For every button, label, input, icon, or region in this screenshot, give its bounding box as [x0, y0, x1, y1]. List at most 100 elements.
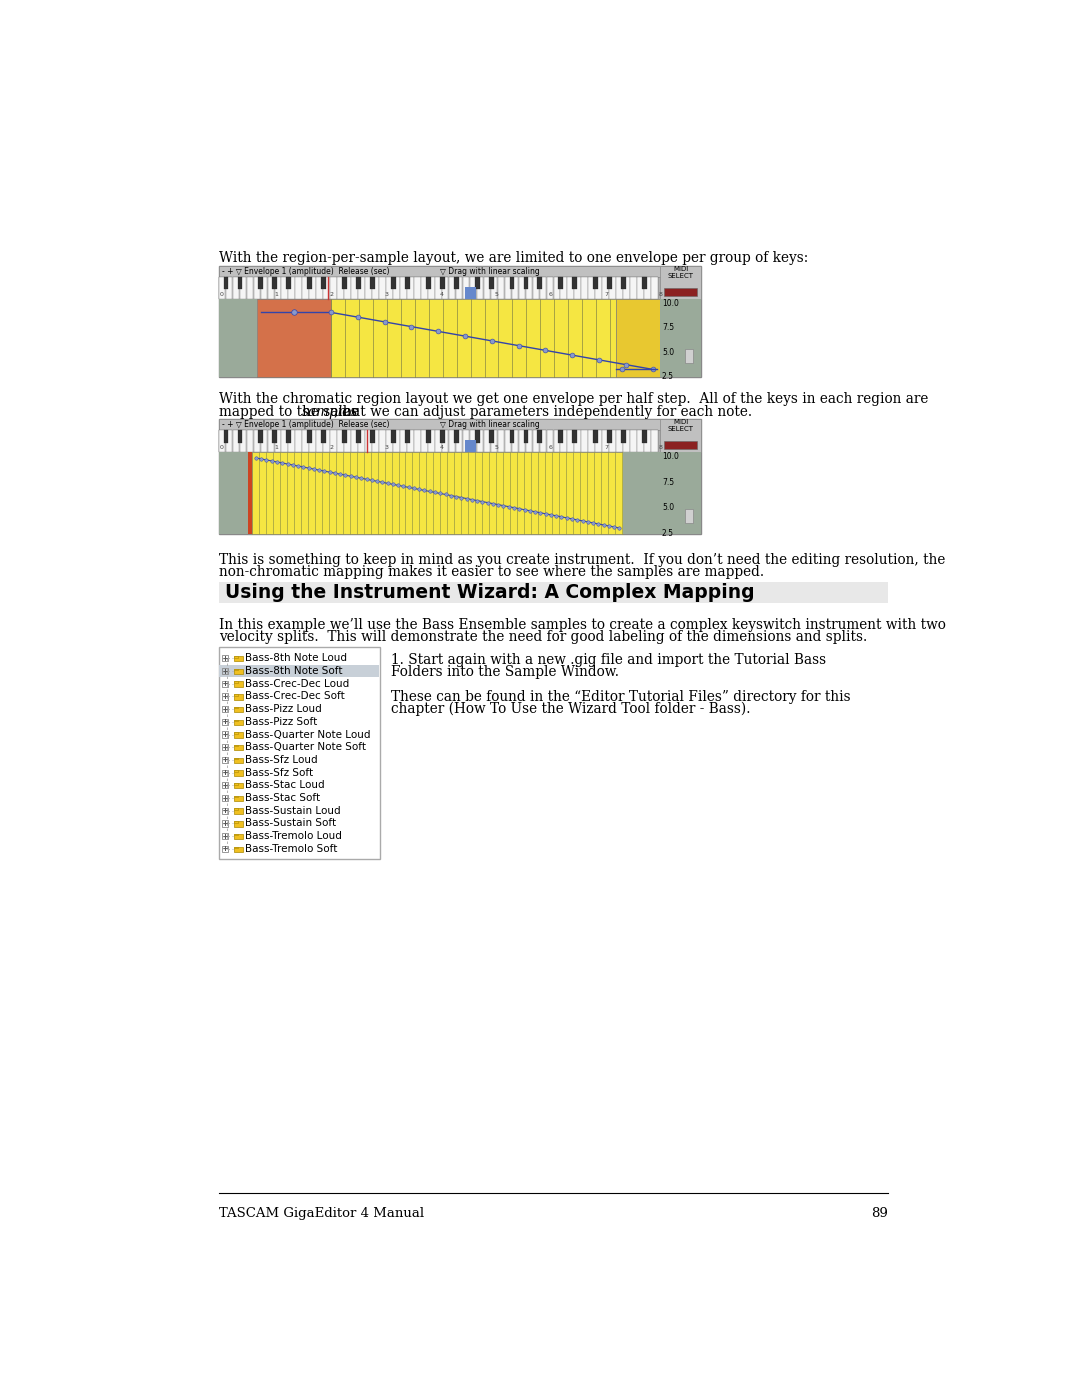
Bar	[387, 430, 393, 451]
Bar	[421, 430, 428, 451]
Text: 7: 7	[604, 446, 608, 450]
Bar	[248, 451, 252, 534]
Bar	[484, 277, 490, 299]
Text: Bass-Pizz Loud: Bass-Pizz Loud	[245, 704, 322, 714]
Bar	[572, 277, 577, 289]
Bar	[330, 277, 337, 299]
Bar	[234, 745, 238, 746]
Bar	[400, 277, 407, 299]
Bar	[221, 770, 228, 775]
Bar	[232, 430, 240, 451]
Text: Bass-Quarter Note Soft: Bass-Quarter Note Soft	[245, 742, 366, 752]
Bar	[644, 277, 651, 299]
Bar	[490, 277, 497, 299]
Bar	[685, 349, 693, 363]
Bar	[234, 770, 243, 775]
Bar	[504, 430, 511, 451]
Bar	[224, 430, 229, 443]
Text: With the chromatic region layout we get one envelope per half step.  All of the : With the chromatic region layout we get …	[218, 393, 928, 407]
Bar	[643, 430, 647, 443]
Bar	[476, 430, 484, 451]
Bar	[426, 277, 431, 289]
Bar	[370, 277, 375, 289]
Bar	[470, 430, 476, 451]
Bar	[526, 430, 532, 451]
Bar	[342, 430, 347, 443]
Bar	[616, 299, 661, 377]
Text: 7.5: 7.5	[662, 323, 674, 332]
Bar	[593, 277, 598, 289]
Bar	[321, 430, 326, 443]
Text: Bass-Sfz Soft: Bass-Sfz Soft	[245, 768, 313, 778]
Bar	[643, 277, 647, 289]
Bar	[623, 451, 661, 534]
Text: +: +	[222, 666, 228, 676]
Text: , but we can adjust parameters independently for each note.: , but we can adjust parameters independe…	[334, 405, 753, 419]
Bar	[254, 277, 260, 299]
Bar	[414, 277, 420, 299]
Bar	[589, 430, 595, 451]
Text: +: +	[222, 768, 228, 777]
Bar	[379, 277, 386, 299]
Bar	[316, 277, 323, 299]
Bar	[240, 277, 246, 299]
Text: Bass-8th Note Loud: Bass-8th Note Loud	[245, 654, 347, 664]
Bar	[234, 719, 238, 721]
Bar	[512, 430, 518, 451]
Text: 5.0: 5.0	[662, 348, 674, 356]
Text: Bass-Crec-Dec Soft: Bass-Crec-Dec Soft	[245, 692, 345, 701]
Bar	[238, 277, 242, 289]
Bar	[661, 299, 701, 377]
Bar	[246, 277, 253, 299]
Bar	[567, 430, 575, 451]
Text: ▽ Drag with linear scaling: ▽ Drag with linear scaling	[441, 267, 540, 277]
Bar	[332, 299, 616, 377]
Bar	[567, 277, 575, 299]
Text: 4: 4	[440, 292, 443, 298]
Bar	[393, 277, 400, 299]
Bar	[234, 694, 243, 700]
Bar	[323, 430, 329, 451]
Bar	[234, 834, 243, 840]
Bar	[234, 847, 243, 852]
Text: 3: 3	[384, 292, 388, 298]
Bar	[572, 430, 577, 443]
Text: In this example we’ll use the Bass Ensemble samples to create a complex keyswitc: In this example we’ll use the Bass Ensem…	[218, 617, 946, 631]
Text: 1: 1	[274, 446, 279, 450]
Bar	[359, 277, 365, 299]
Bar	[456, 277, 462, 299]
Bar	[221, 807, 228, 814]
Bar	[308, 277, 312, 289]
Bar	[607, 430, 612, 443]
Text: 2: 2	[329, 292, 334, 298]
Bar	[356, 430, 361, 443]
Bar	[400, 430, 407, 451]
Bar	[254, 430, 260, 451]
Bar	[234, 834, 238, 835]
Bar	[442, 277, 448, 299]
Bar	[218, 267, 701, 277]
Bar	[296, 277, 302, 299]
Bar	[498, 430, 504, 451]
Bar	[234, 784, 238, 785]
Bar	[234, 707, 238, 708]
Text: Folders into the Sample Window.: Folders into the Sample Window.	[391, 665, 619, 679]
Bar	[623, 430, 630, 451]
Bar	[546, 277, 553, 299]
Bar	[607, 277, 612, 289]
Text: This is something to keep in mind as you create instrument.  If you don’t need t: This is something to keep in mind as you…	[218, 553, 945, 567]
Bar	[234, 745, 243, 750]
Bar	[234, 847, 238, 848]
Text: - + ▽ Envelope 1 (amplitude)  Release (sec): - + ▽ Envelope 1 (amplitude) Release (se…	[221, 267, 389, 277]
Bar	[373, 277, 379, 299]
Text: +: +	[222, 743, 228, 752]
Bar	[234, 657, 238, 658]
Bar	[440, 430, 445, 443]
Bar	[631, 430, 637, 451]
Bar	[631, 277, 637, 299]
Bar	[221, 732, 228, 738]
Text: 3: 3	[384, 446, 388, 450]
Bar	[218, 277, 226, 299]
Bar	[435, 430, 442, 451]
Bar	[532, 277, 539, 299]
